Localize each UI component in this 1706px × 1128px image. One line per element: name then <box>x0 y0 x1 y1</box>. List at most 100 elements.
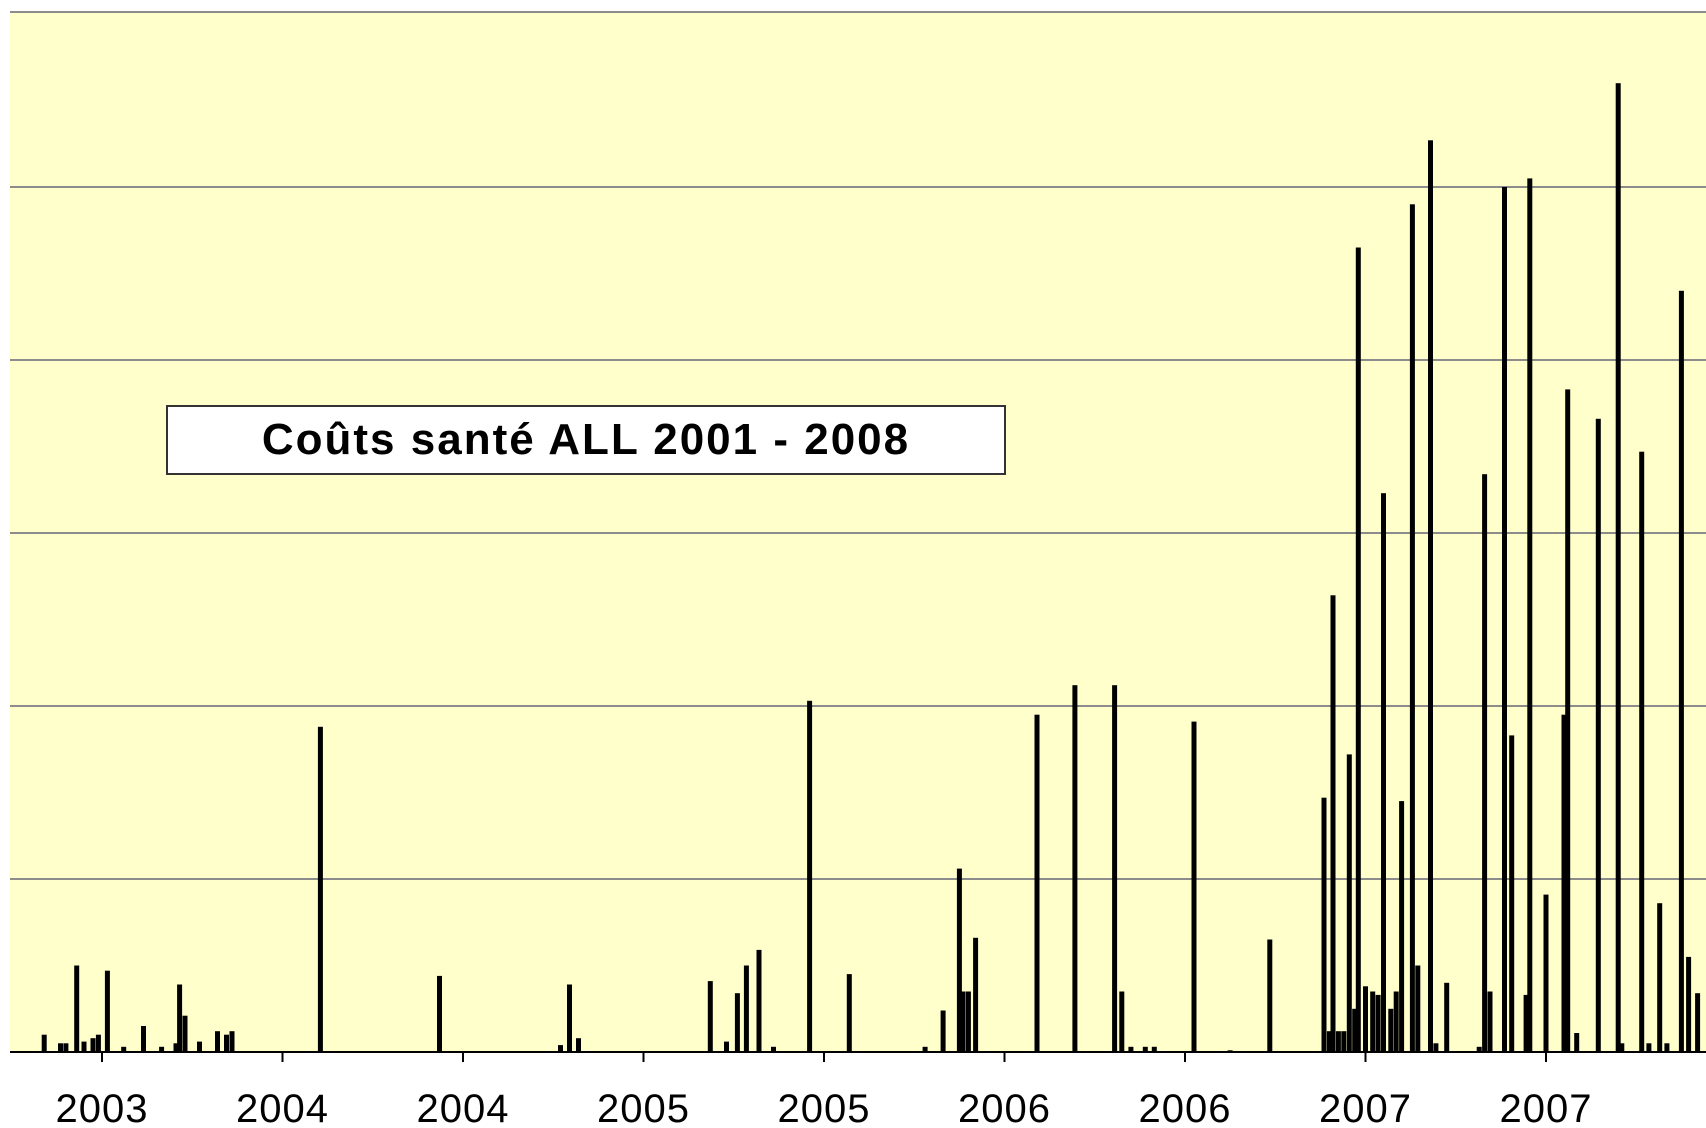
bar <box>1695 993 1701 1052</box>
bar <box>1527 178 1533 1052</box>
x-tick-label: 2004 <box>236 1087 329 1128</box>
bar <box>104 970 110 1052</box>
bar <box>1335 1031 1341 1052</box>
bar <box>173 1043 179 1052</box>
bar <box>58 1043 63 1052</box>
bar <box>576 1038 581 1052</box>
bar <box>1388 1008 1394 1053</box>
bar <box>973 937 979 1052</box>
bar <box>90 1038 96 1052</box>
bar <box>1363 986 1368 1052</box>
bar <box>224 1034 229 1052</box>
x-tick-label: 2003 <box>56 1087 149 1128</box>
bar <box>197 1041 202 1052</box>
bar <box>1657 903 1663 1052</box>
bar <box>734 993 740 1052</box>
bar <box>1428 140 1433 1053</box>
bar <box>1409 204 1415 1053</box>
bar <box>177 984 183 1052</box>
bar <box>1191 721 1197 1052</box>
bar <box>1381 493 1386 1052</box>
bar <box>1543 894 1549 1052</box>
bar <box>63 1043 69 1052</box>
bar <box>771 1046 776 1052</box>
bar <box>1444 982 1450 1052</box>
bar <box>1142 1046 1148 1052</box>
bar <box>1346 754 1352 1052</box>
bar <box>1482 474 1488 1052</box>
bar <box>922 1046 928 1052</box>
bar <box>567 984 572 1052</box>
bar <box>81 1041 87 1052</box>
x-tick-label: 2007 <box>1319 1087 1412 1128</box>
bar <box>1565 389 1571 1052</box>
bar <box>940 1010 946 1052</box>
bar <box>1034 714 1040 1052</box>
bar <box>743 965 749 1052</box>
bar <box>1487 991 1493 1052</box>
bar <box>558 1045 563 1052</box>
bar <box>1646 1043 1652 1052</box>
bar <box>41 1034 47 1052</box>
bar <box>1595 418 1601 1052</box>
bar <box>1574 1033 1580 1052</box>
bar <box>807 700 813 1052</box>
bar <box>229 1031 235 1052</box>
bar <box>846 974 852 1052</box>
bar <box>1619 1043 1625 1052</box>
chart-title: Coûts santé ALL 2001 - 2008 <box>166 405 1006 475</box>
bar <box>1509 735 1515 1052</box>
bar <box>317 726 323 1052</box>
bar <box>1112 685 1118 1052</box>
bar <box>74 965 80 1052</box>
x-axis-ticks <box>101 1052 1547 1062</box>
bar <box>182 1015 188 1052</box>
bar <box>1321 797 1327 1052</box>
bar <box>1370 991 1376 1052</box>
bar <box>1686 956 1692 1052</box>
bar <box>960 991 966 1052</box>
x-axis-tick-labels: 2003 2004 2004 2005 2005 2006 2006 2007 2007 <box>56 1087 1593 1128</box>
bar <box>1352 1008 1358 1053</box>
bar <box>1330 595 1336 1052</box>
bar <box>121 1046 127 1052</box>
bars <box>41 83 1701 1053</box>
bar <box>1393 991 1399 1052</box>
bar <box>1523 994 1529 1052</box>
bar <box>956 868 962 1052</box>
x-tick-label: 2007 <box>1500 1087 1593 1128</box>
bar <box>965 991 971 1052</box>
bar <box>159 1046 165 1052</box>
bar <box>1678 290 1684 1052</box>
bar <box>141 1026 146 1052</box>
bar <box>215 1031 220 1052</box>
x-tick-label: 2006 <box>958 1087 1051 1128</box>
bar <box>437 975 442 1052</box>
bar <box>756 949 762 1052</box>
bar <box>1151 1046 1157 1052</box>
bar <box>724 1041 729 1052</box>
bar <box>1267 939 1273 1052</box>
bar <box>1341 1031 1347 1052</box>
x-tick-label: 2005 <box>597 1087 690 1128</box>
bar <box>1355 247 1361 1052</box>
bar <box>1664 1043 1670 1052</box>
bar <box>1375 994 1381 1052</box>
bar <box>1399 801 1405 1052</box>
gridlines <box>10 11 1706 880</box>
bar <box>1072 685 1078 1052</box>
bar <box>1415 965 1421 1052</box>
bar <box>1615 83 1621 1052</box>
x-tick-label: 2004 <box>417 1087 510 1128</box>
x-tick-label: 2006 <box>1139 1087 1232 1128</box>
bar <box>1326 1031 1332 1052</box>
bar <box>1433 1043 1439 1052</box>
bar <box>1639 451 1645 1052</box>
bar <box>1119 991 1125 1052</box>
x-tick-label: 2005 <box>778 1087 871 1128</box>
bar <box>1128 1046 1134 1052</box>
bar <box>95 1034 101 1052</box>
bar <box>1561 714 1567 1052</box>
bar <box>707 981 713 1052</box>
bar <box>1476 1046 1482 1052</box>
